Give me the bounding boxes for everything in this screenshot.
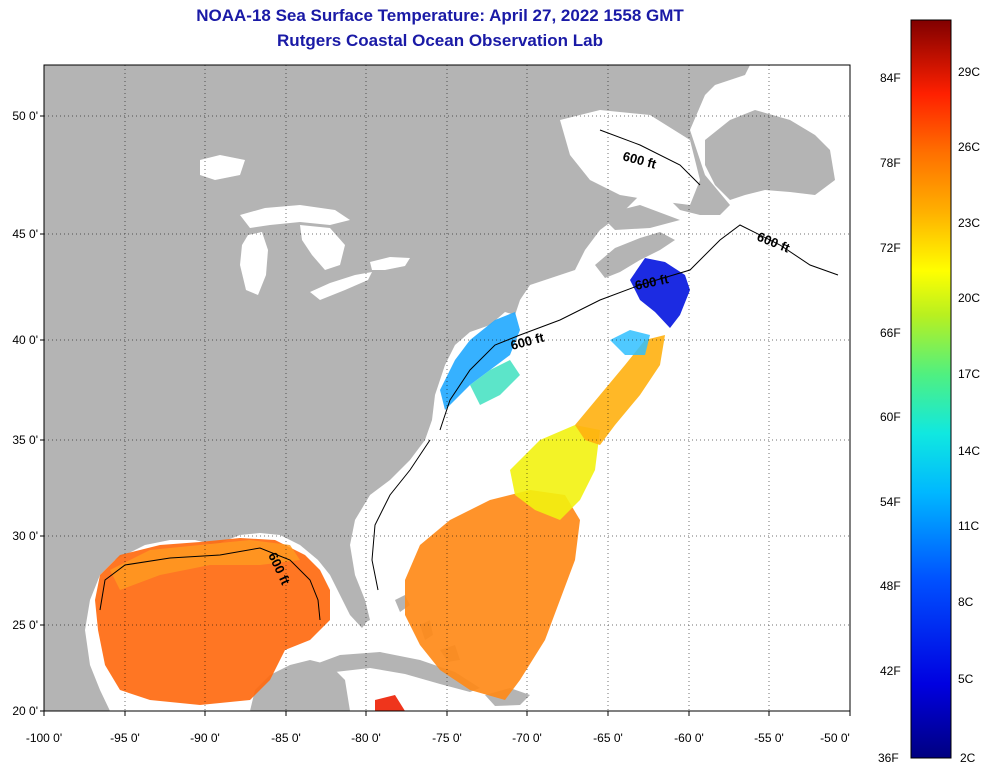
colorbar-c-label: 5C [958, 672, 974, 686]
colorbar-f-label: 72F [880, 241, 901, 255]
colorbar-f-label: 84F [880, 71, 901, 85]
hudson-bay-lake [200, 155, 245, 180]
land-yucatan [250, 660, 350, 711]
colorbar-f-label: 54F [880, 495, 901, 509]
colorbar-f-label: 78F [880, 156, 901, 170]
sst-shelf-cyan [470, 360, 520, 405]
x-tick-label: -80 0' [351, 731, 381, 745]
colorbar-f-label: 60F [880, 410, 901, 424]
x-tick-label: -100 0' [26, 731, 62, 745]
land-pei [600, 205, 680, 230]
colorbar-c-label: 11C [958, 519, 979, 533]
colorbar-c-label: 17C [958, 367, 980, 381]
colorbar-c-label: 23C [958, 216, 980, 230]
x-tick-label: -60 0' [674, 731, 704, 745]
sst-sargasso-yellow [510, 425, 600, 520]
sst-gulfstream-main [405, 490, 580, 700]
y-tick-label: 20 0' [12, 704, 38, 718]
colorbar: 84F 78F 72F 66F 60F 54F 48F 42F 36F 29C … [878, 19, 980, 765]
y-tick-label: 50 0' [12, 109, 38, 123]
colorbar-c-label: 14C [958, 444, 980, 458]
colorbar-c-label: 8C [958, 595, 974, 609]
land-north-america [44, 65, 750, 711]
contour-600ft-gulf [99, 547, 321, 621]
land-cuba [305, 652, 480, 692]
sst-gulfstream-orange-north [575, 335, 665, 445]
x-tick-label: -55 0' [754, 731, 784, 745]
sst-scotian-cyan [610, 330, 650, 355]
sst-gulf-of-mexico [95, 538, 330, 705]
x-tick-label: -65 0' [593, 731, 623, 745]
land-florida [318, 560, 368, 628]
gulf-st-lawrence [560, 110, 700, 205]
y-tick-label: 35 0' [12, 433, 38, 447]
contour-600ft-stlawrence [599, 129, 701, 186]
colorbar-f-label: 36F [878, 751, 899, 765]
lake-superior [240, 205, 350, 228]
x-tick-label: -75 0' [432, 731, 462, 745]
colorbar-gradient [910, 19, 952, 759]
colorbar-c-label: 29C [958, 65, 980, 79]
land-nova-scotia [595, 232, 675, 278]
map-title: NOAA-18 Sea Surface Temperature: April 2… [196, 6, 684, 25]
colorbar-c-label: 20C [958, 291, 980, 305]
land-newfoundland [705, 110, 835, 200]
colorbar-f-label: 66F [880, 326, 901, 340]
colorbar-f-label: 48F [880, 579, 901, 593]
lake-huron [300, 225, 345, 270]
contour-600ft-east [439, 224, 839, 431]
map-subtitle: Rutgers Coastal Ocean Observation Lab [277, 31, 603, 50]
contour-label-3: 600 ft [634, 271, 671, 293]
y-tick-label: 30 0' [12, 529, 38, 543]
contour-600ft-shelf [371, 439, 431, 591]
lake-erie [310, 272, 372, 300]
x-tick-label: -95 0' [110, 731, 140, 745]
colorbar-c-label: 2C [960, 751, 976, 765]
x-tick-label: -90 0' [190, 731, 220, 745]
sst-nova-scotia-blue [630, 258, 690, 328]
x-tick-label: -85 0' [271, 731, 301, 745]
colorbar-f-label: 42F [880, 664, 901, 678]
colorbar-c-label: 26C [958, 140, 980, 154]
y-tick-label: 45 0' [12, 227, 38, 241]
lake-michigan [240, 232, 268, 295]
y-tick-label: 40 0' [12, 333, 38, 347]
sst-caribbean-red [375, 695, 405, 711]
x-tick-label: -50 0' [820, 731, 850, 745]
lake-ontario [370, 257, 410, 270]
x-axis: -100 0' -95 0' -90 0' -85 0' -80 0' -75 … [26, 711, 851, 745]
y-tick-label: 25 0' [12, 618, 38, 632]
x-tick-label: -70 0' [512, 731, 542, 745]
y-axis: 50 0' 45 0' 40 0' 35 0' 30 0' 25 0' 20 0… [12, 109, 44, 718]
